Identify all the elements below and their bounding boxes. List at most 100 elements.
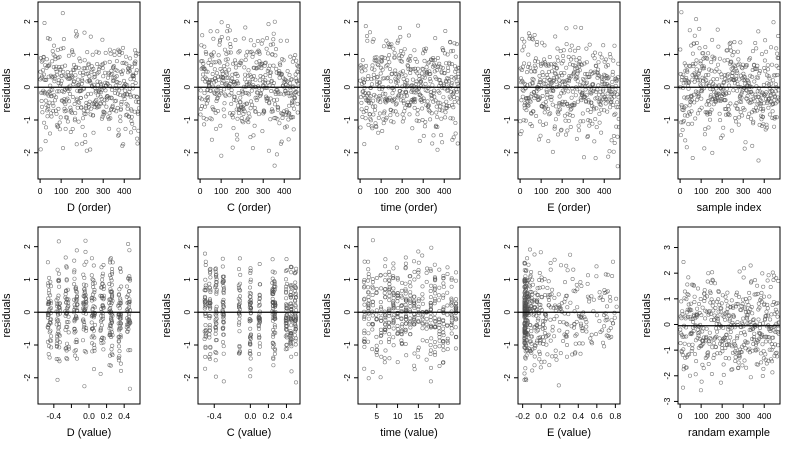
data-point	[535, 322, 540, 327]
y-tick-label: -1	[662, 346, 672, 354]
data-point	[540, 94, 545, 99]
data-point	[210, 72, 215, 77]
data-point	[601, 312, 606, 317]
data-point	[236, 296, 241, 301]
data-point	[558, 107, 563, 112]
data-point	[534, 313, 539, 318]
data-point	[85, 92, 90, 97]
data-point	[290, 59, 295, 64]
data-point	[59, 46, 64, 51]
data-point	[701, 366, 706, 371]
data-point	[386, 320, 391, 325]
data-point	[268, 74, 273, 79]
data-point	[577, 341, 582, 346]
data-point	[553, 305, 558, 310]
data-point	[522, 61, 527, 66]
data-point	[567, 62, 572, 67]
data-point	[374, 317, 379, 322]
data-point	[753, 40, 758, 45]
data-point	[428, 314, 433, 319]
data-point	[214, 309, 219, 314]
data-point	[615, 164, 620, 169]
x-tick-label: 200	[715, 411, 729, 421]
data-point	[722, 107, 727, 112]
x-tick-label: 0.0	[535, 411, 547, 421]
data-point	[293, 329, 298, 334]
data-point	[114, 59, 119, 64]
data-point	[432, 296, 437, 301]
data-point	[706, 271, 711, 276]
data-point	[523, 269, 528, 274]
data-point	[520, 36, 525, 41]
data-point	[101, 109, 106, 114]
data-point	[107, 59, 112, 64]
data-point	[401, 77, 406, 82]
data-point	[538, 63, 543, 68]
data-point	[260, 38, 265, 43]
x-axis-title: D (order)	[67, 202, 111, 214]
data-point	[400, 69, 405, 74]
data-point	[248, 279, 253, 284]
data-point	[444, 103, 449, 108]
data-point	[731, 322, 736, 327]
data-point	[711, 308, 716, 313]
data-point	[203, 299, 208, 304]
y-tick-label: 0	[22, 85, 32, 90]
data-point	[743, 140, 748, 145]
data-point	[448, 116, 453, 121]
data-point	[689, 308, 694, 313]
data-point	[64, 296, 69, 301]
data-point	[135, 95, 140, 100]
data-point	[207, 302, 212, 307]
data-point	[554, 66, 559, 71]
data-point	[556, 292, 561, 297]
data-point	[441, 48, 446, 53]
data-point	[284, 303, 289, 308]
data-point	[117, 354, 122, 359]
data-point	[707, 112, 712, 117]
data-point	[412, 277, 417, 282]
data-point	[740, 301, 745, 306]
data-point	[358, 78, 363, 83]
data-point	[106, 70, 111, 75]
data-point	[575, 287, 580, 292]
data-point	[366, 316, 371, 321]
data-point	[369, 82, 374, 87]
data-point	[83, 140, 88, 145]
data-point	[769, 62, 774, 67]
data-point	[606, 75, 611, 80]
data-point	[362, 259, 367, 264]
data-point	[761, 284, 766, 289]
data-point	[285, 91, 290, 96]
y-tick-label: 1	[182, 277, 192, 282]
data-point	[551, 88, 556, 93]
data-point	[246, 111, 251, 116]
data-point	[718, 118, 723, 123]
x-tick-label: 0.4	[118, 411, 130, 421]
data-point	[80, 79, 85, 84]
data-point	[284, 327, 289, 332]
data-point	[702, 146, 707, 151]
data-point	[226, 50, 231, 55]
data-point	[364, 105, 369, 110]
data-point	[389, 42, 394, 47]
data-point	[680, 312, 685, 317]
data-point	[573, 93, 578, 98]
data-point	[374, 125, 379, 130]
data-point	[691, 64, 696, 69]
data-point	[438, 65, 443, 70]
data-point	[273, 47, 278, 52]
data-point	[284, 342, 289, 347]
data-point	[760, 271, 765, 276]
data-point	[56, 78, 61, 83]
data-point	[522, 82, 527, 87]
data-point	[681, 108, 686, 113]
data-point	[117, 49, 122, 54]
data-point	[726, 72, 731, 77]
data-point	[724, 332, 729, 337]
data-point	[403, 296, 408, 301]
data-point	[89, 69, 94, 74]
data-point	[267, 63, 272, 68]
data-point	[528, 273, 533, 278]
data-point	[288, 329, 293, 334]
